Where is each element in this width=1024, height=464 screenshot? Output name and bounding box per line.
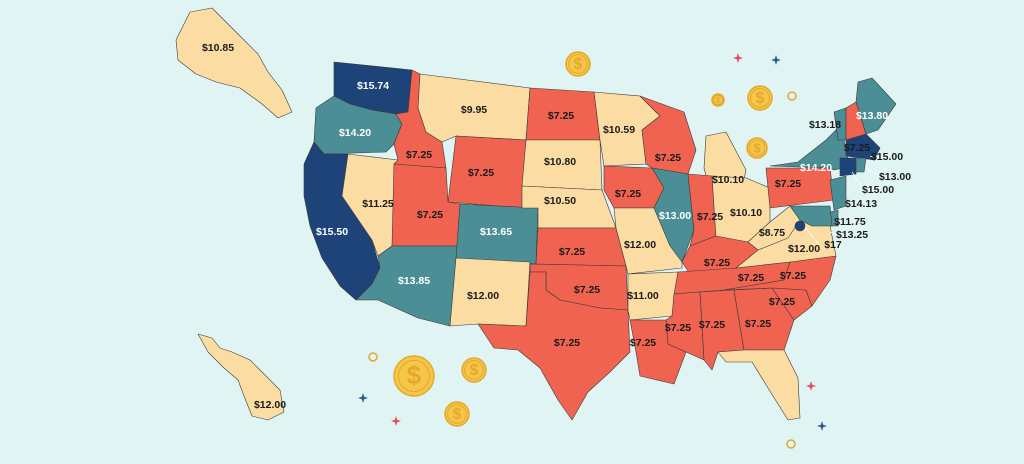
leader-line-ct xyxy=(851,171,865,191)
wage-label-ny: $14.20 xyxy=(800,162,832,174)
wage-label-ri: $13.00 xyxy=(879,171,911,183)
wage-label-az: $13.85 xyxy=(398,275,430,287)
wage-label-nm: $12.00 xyxy=(467,290,499,302)
svg-text:$: $ xyxy=(756,90,765,107)
sparkle-icon xyxy=(817,421,827,431)
wage-label-nv: $11.25 xyxy=(362,198,394,210)
sparkle-icon xyxy=(391,416,401,426)
dollar-coin-icon: $ xyxy=(461,357,487,383)
sparkle-icon xyxy=(358,393,368,403)
wage-label-sd: $10.80 xyxy=(544,156,576,168)
sparkle-icon xyxy=(806,381,816,391)
wage-label-mn: $10.59 xyxy=(603,124,635,136)
svg-text:$: $ xyxy=(470,362,479,379)
ring-icon xyxy=(368,352,378,362)
wage-label-ut: $7.25 xyxy=(417,209,443,221)
ring-icon xyxy=(786,439,796,449)
wage-label-ga: $7.25 xyxy=(745,318,771,330)
leader-line-ma xyxy=(869,155,874,158)
wage-label-vt: $13.18 xyxy=(809,119,841,131)
wage-label-la: $7.25 xyxy=(630,337,656,349)
wage-label-ne: $10.50 xyxy=(544,195,576,207)
wage-label-ok: $7.25 xyxy=(574,284,600,296)
state-ut xyxy=(391,163,461,247)
dollar-coin-icon: $ xyxy=(711,93,725,107)
svg-text:$: $ xyxy=(716,96,721,105)
wage-label-wa: $15.74 xyxy=(357,80,389,92)
dollar-coin-icon: $ xyxy=(565,51,591,77)
wage-label-il: $13.00 xyxy=(659,210,691,222)
wage-label-wy: $7.25 xyxy=(468,167,494,179)
wage-label-in: $7.25 xyxy=(697,211,723,223)
state-ar xyxy=(627,271,679,321)
leader-line-ri xyxy=(865,167,882,178)
svg-text:$: $ xyxy=(453,406,462,423)
wage-label-ks: $7.25 xyxy=(559,246,585,258)
dollar-coin-icon: $ xyxy=(746,137,768,159)
svg-text:$: $ xyxy=(407,360,422,390)
leader-line-nj xyxy=(845,199,848,205)
wage-label-ky: $7.25 xyxy=(704,257,730,269)
state-hi xyxy=(197,333,285,421)
wage-label-va: $12.00 xyxy=(788,243,820,255)
dollar-coin-icon: $ xyxy=(393,355,435,397)
wage-label-nj: $14.13 xyxy=(845,198,877,210)
wage-label-nd: $7.25 xyxy=(548,110,574,122)
wage-label-nh: $7.25 xyxy=(844,142,870,154)
state-nj xyxy=(829,175,847,211)
wage-label-nc: $7.25 xyxy=(780,270,806,282)
wage-label-mt: $9.95 xyxy=(461,104,487,116)
ring-icon xyxy=(787,91,797,101)
state-ri xyxy=(855,157,867,173)
wage-label-wi: $7.25 xyxy=(655,152,681,164)
svg-text:$: $ xyxy=(753,140,761,155)
state-ct xyxy=(839,157,857,177)
sparkle-icon xyxy=(733,53,743,63)
wage-label-id: $7.25 xyxy=(406,149,432,161)
wage-label-co: $13.65 xyxy=(480,226,512,238)
wage-label-dc: $17 xyxy=(824,239,842,251)
state-ma xyxy=(845,133,881,161)
wage-label-sc: $7.25 xyxy=(769,296,795,308)
wage-label-me: $13.80 xyxy=(856,110,888,122)
wage-label-tn: $7.25 xyxy=(738,272,764,284)
state-md xyxy=(789,205,833,227)
wage-label-mi: $10.10 xyxy=(712,174,744,186)
wage-label-ma: $15.00 xyxy=(871,151,903,163)
state-shapes xyxy=(175,7,897,421)
wage-label-al: $7.25 xyxy=(699,319,725,331)
state-wage-labels: $15.74$14.20$15.50$11.25$7.25$9.95$7.25$… xyxy=(202,42,911,411)
wage-label-mo: $12.00 xyxy=(624,239,656,251)
sparkle-icon xyxy=(771,55,781,65)
dollar-coin-icon: $ xyxy=(444,401,470,427)
wage-label-tx: $7.25 xyxy=(554,337,580,349)
wage-label-wv: $8.75 xyxy=(759,227,785,239)
leader-line-dc xyxy=(804,226,820,246)
state-dc xyxy=(794,220,806,232)
wage-label-oh: $10.10 xyxy=(730,207,762,219)
state-ak xyxy=(175,7,293,119)
wage-label-ms: $7.25 xyxy=(665,322,691,334)
dollar-coin-icon: $ xyxy=(747,85,773,111)
wage-label-ia: $7.25 xyxy=(615,188,641,200)
leader-line-md xyxy=(829,231,839,236)
wage-label-ca: $15.50 xyxy=(316,226,348,238)
wage-label-ct: $15.00 xyxy=(862,184,894,196)
leader-line-de xyxy=(835,217,839,223)
wage-label-ak: $10.85 xyxy=(202,42,234,54)
svg-text:$: $ xyxy=(574,56,583,73)
wage-label-de: $11.75 xyxy=(834,216,866,228)
state-tx xyxy=(477,271,631,421)
state-fl xyxy=(717,349,801,421)
wage-label-pa: $7.25 xyxy=(775,178,801,190)
wage-label-hi: $12.00 xyxy=(254,399,286,411)
wage-label-md: $13.25 xyxy=(836,229,868,241)
wage-label-ar: $11.00 xyxy=(627,290,659,302)
decorations: $ $ $ $ $ $ $ xyxy=(358,51,827,449)
wage-label-or: $14.20 xyxy=(339,127,371,139)
